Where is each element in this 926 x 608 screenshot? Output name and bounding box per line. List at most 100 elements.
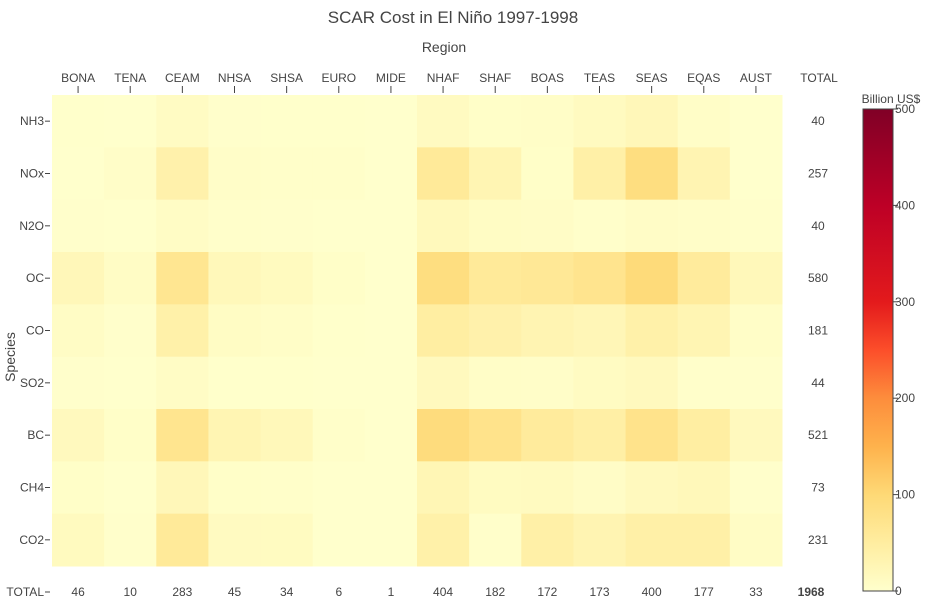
cell-ch4-eqas xyxy=(677,461,731,515)
col-total-seas: 400 xyxy=(642,585,662,599)
cell-bc-aust xyxy=(729,409,783,462)
col-total-eqas: 177 xyxy=(694,585,714,599)
cell-co-shsa xyxy=(260,304,314,358)
cell-co-bona xyxy=(52,304,105,358)
grand-total: 1968 xyxy=(798,585,825,599)
colorbar-tick-label-200: 200 xyxy=(895,391,915,405)
cell-ch4-boas xyxy=(521,461,574,515)
cell-so2-teas xyxy=(573,356,627,410)
cell-oc-ceam xyxy=(156,252,209,305)
cell-oc-shaf xyxy=(469,252,522,305)
cell-co-tena xyxy=(104,304,157,358)
colorbar-gradient xyxy=(862,108,894,592)
cell-n2o-shsa xyxy=(260,199,314,253)
cell-so2-shaf xyxy=(469,356,522,410)
y-tick-label-n2o: N2O xyxy=(19,219,44,233)
col-total-boas: 172 xyxy=(537,585,557,599)
cell-nox-tena xyxy=(104,147,157,201)
x-tick-label-teas: TEAS xyxy=(584,71,615,85)
cell-nox-eqas xyxy=(677,147,731,201)
cell-bc-boas xyxy=(521,409,574,462)
colorbar-ticks: 0 100 200 300 400 500 xyxy=(893,102,915,598)
colorbar-title: Billion US$ xyxy=(862,92,921,106)
cell-ch4-teas xyxy=(573,461,627,515)
cell-nh3-bona xyxy=(52,95,105,148)
col-total-mide: 1 xyxy=(388,585,395,599)
cell-co-shaf xyxy=(469,304,522,358)
cell-n2o-bona xyxy=(52,199,105,253)
cell-nox-mide xyxy=(364,147,418,201)
cell-oc-nhsa xyxy=(208,252,262,305)
col-total-tena: 10 xyxy=(124,585,138,599)
cell-ch4-aust xyxy=(729,461,783,515)
row-total-bc: 521 xyxy=(808,428,828,442)
cell-so2-bona xyxy=(52,356,105,410)
cell-co2-tena xyxy=(104,513,157,567)
cell-nh3-nhsa xyxy=(208,95,262,148)
cell-oc-euro xyxy=(312,252,366,305)
cell-nh3-euro xyxy=(312,95,366,148)
x-axis-title: Region xyxy=(422,39,466,55)
cell-co2-teas xyxy=(573,513,627,567)
x-tick-label-nhaf: NHAF xyxy=(427,71,460,85)
x-tick-label-eqas: EQAS xyxy=(687,71,720,85)
cell-nh3-teas xyxy=(573,95,627,148)
cell-oc-tena xyxy=(104,252,157,305)
y-axis-ticks: NH3 NOx N2O OC CO SO2 BC CH4 CO2 TOTAL xyxy=(6,114,50,599)
cell-bc-nhaf xyxy=(417,409,470,462)
cell-co-nhsa xyxy=(208,304,262,358)
cell-nh3-ceam xyxy=(156,95,209,148)
col-total-nhaf: 404 xyxy=(433,585,453,599)
col-total-shaf: 182 xyxy=(485,585,505,599)
cell-ch4-mide xyxy=(364,461,418,515)
cell-nh3-eqas xyxy=(677,95,731,148)
cell-nh3-tena xyxy=(104,95,157,148)
cell-co2-euro xyxy=(312,513,366,567)
x-tick-label-shaf: SHAF xyxy=(479,71,511,85)
y-tick-label-nox: NOx xyxy=(20,167,44,181)
cell-ch4-shsa xyxy=(260,461,314,515)
cell-nh3-shaf xyxy=(469,95,522,148)
cell-nox-aust xyxy=(729,147,783,201)
cell-bc-shaf xyxy=(469,409,522,462)
cell-n2o-tena xyxy=(104,199,157,253)
cell-nox-teas xyxy=(573,147,627,201)
cell-co-aust xyxy=(729,304,783,358)
row-total-nh3: 40 xyxy=(811,114,825,128)
colorbar: Billion US$ 0 100 200 300 400 500 xyxy=(862,92,921,598)
y-tick-label-total: TOTAL xyxy=(6,585,44,599)
cell-co2-shsa xyxy=(260,513,314,567)
x-tick-label-shsa: SHSA xyxy=(270,71,303,85)
cell-nox-nhaf xyxy=(417,147,470,201)
row-total-so2: 44 xyxy=(811,376,825,390)
col-total-nhsa: 45 xyxy=(228,585,242,599)
colorbar-tick-label-400: 400 xyxy=(895,198,915,212)
x-tick-label-euro: EURO xyxy=(321,71,356,85)
cell-ch4-nhaf xyxy=(417,461,470,515)
cell-bc-bona xyxy=(52,409,105,462)
cell-bc-teas xyxy=(573,409,627,462)
cell-co2-seas xyxy=(625,513,679,567)
colorbar-tick-label-0: 0 xyxy=(895,584,902,598)
col-total-teas: 173 xyxy=(589,585,609,599)
cell-nh3-seas xyxy=(625,95,679,148)
x-tick-label-mide: MIDE xyxy=(376,71,406,85)
x-tick-label-aust: AUST xyxy=(740,71,773,85)
heatmap-cells xyxy=(52,95,783,567)
cell-nox-seas xyxy=(625,147,679,201)
cell-co-boas xyxy=(521,304,574,358)
cell-co2-nhaf xyxy=(417,513,470,567)
cell-n2o-eqas xyxy=(677,199,731,253)
col-total-shsa: 34 xyxy=(280,585,294,599)
cell-ch4-nhsa xyxy=(208,461,262,515)
cell-co-eqas xyxy=(677,304,731,358)
cell-so2-tena xyxy=(104,356,157,410)
y-tick-label-bc: BC xyxy=(27,428,44,442)
cell-oc-seas xyxy=(625,252,679,305)
cell-co-ceam xyxy=(156,304,209,358)
cell-so2-eqas xyxy=(677,356,731,410)
x-tick-label-bona: BONA xyxy=(61,71,95,85)
cell-ch4-euro xyxy=(312,461,366,515)
cell-so2-nhaf xyxy=(417,356,470,410)
cell-oc-mide xyxy=(364,252,418,305)
